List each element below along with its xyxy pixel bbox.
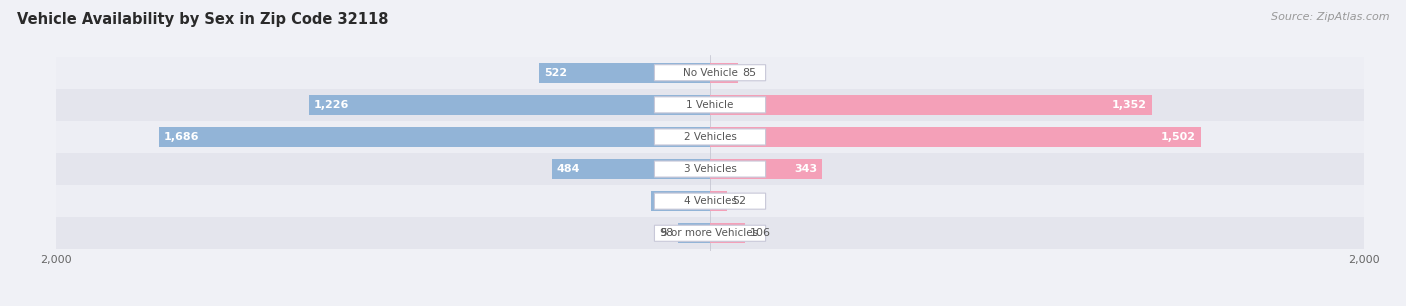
FancyBboxPatch shape <box>654 161 766 177</box>
Bar <box>710 159 823 179</box>
Bar <box>651 191 710 211</box>
Text: No Vehicle: No Vehicle <box>682 68 738 78</box>
Bar <box>56 217 1364 249</box>
Text: Source: ZipAtlas.com: Source: ZipAtlas.com <box>1271 12 1389 22</box>
FancyBboxPatch shape <box>654 193 766 209</box>
Text: 484: 484 <box>557 164 581 174</box>
Text: 1,686: 1,686 <box>163 132 200 142</box>
Bar <box>56 153 1364 185</box>
Bar <box>56 89 1364 121</box>
Bar <box>678 223 710 243</box>
Text: 52: 52 <box>733 196 747 206</box>
Text: Vehicle Availability by Sex in Zip Code 32118: Vehicle Availability by Sex in Zip Code … <box>17 12 388 27</box>
Text: 1,352: 1,352 <box>1112 100 1147 110</box>
Text: 106: 106 <box>749 228 770 238</box>
Bar <box>56 57 1364 89</box>
Text: 343: 343 <box>794 164 817 174</box>
Bar <box>56 121 1364 153</box>
FancyBboxPatch shape <box>654 97 766 113</box>
Bar <box>551 159 710 179</box>
FancyBboxPatch shape <box>654 65 766 81</box>
Text: 85: 85 <box>742 68 756 78</box>
Bar <box>540 63 710 83</box>
Text: 5 or more Vehicles: 5 or more Vehicles <box>661 228 759 238</box>
Text: 522: 522 <box>544 68 568 78</box>
Text: 2 Vehicles: 2 Vehicles <box>683 132 737 142</box>
Bar <box>710 95 1152 115</box>
Bar <box>710 223 745 243</box>
Text: 4 Vehicles: 4 Vehicles <box>683 196 737 206</box>
FancyBboxPatch shape <box>654 225 766 241</box>
Text: 182: 182 <box>655 196 679 206</box>
Text: 98: 98 <box>659 228 673 238</box>
Text: 1,502: 1,502 <box>1161 132 1197 142</box>
Bar <box>56 185 1364 217</box>
Bar <box>710 127 1201 147</box>
Text: 3 Vehicles: 3 Vehicles <box>683 164 737 174</box>
Bar <box>159 127 710 147</box>
Text: 1,226: 1,226 <box>314 100 350 110</box>
Bar <box>710 191 727 211</box>
Text: 1 Vehicle: 1 Vehicle <box>686 100 734 110</box>
Bar <box>710 63 738 83</box>
Bar <box>309 95 710 115</box>
FancyBboxPatch shape <box>654 129 766 145</box>
